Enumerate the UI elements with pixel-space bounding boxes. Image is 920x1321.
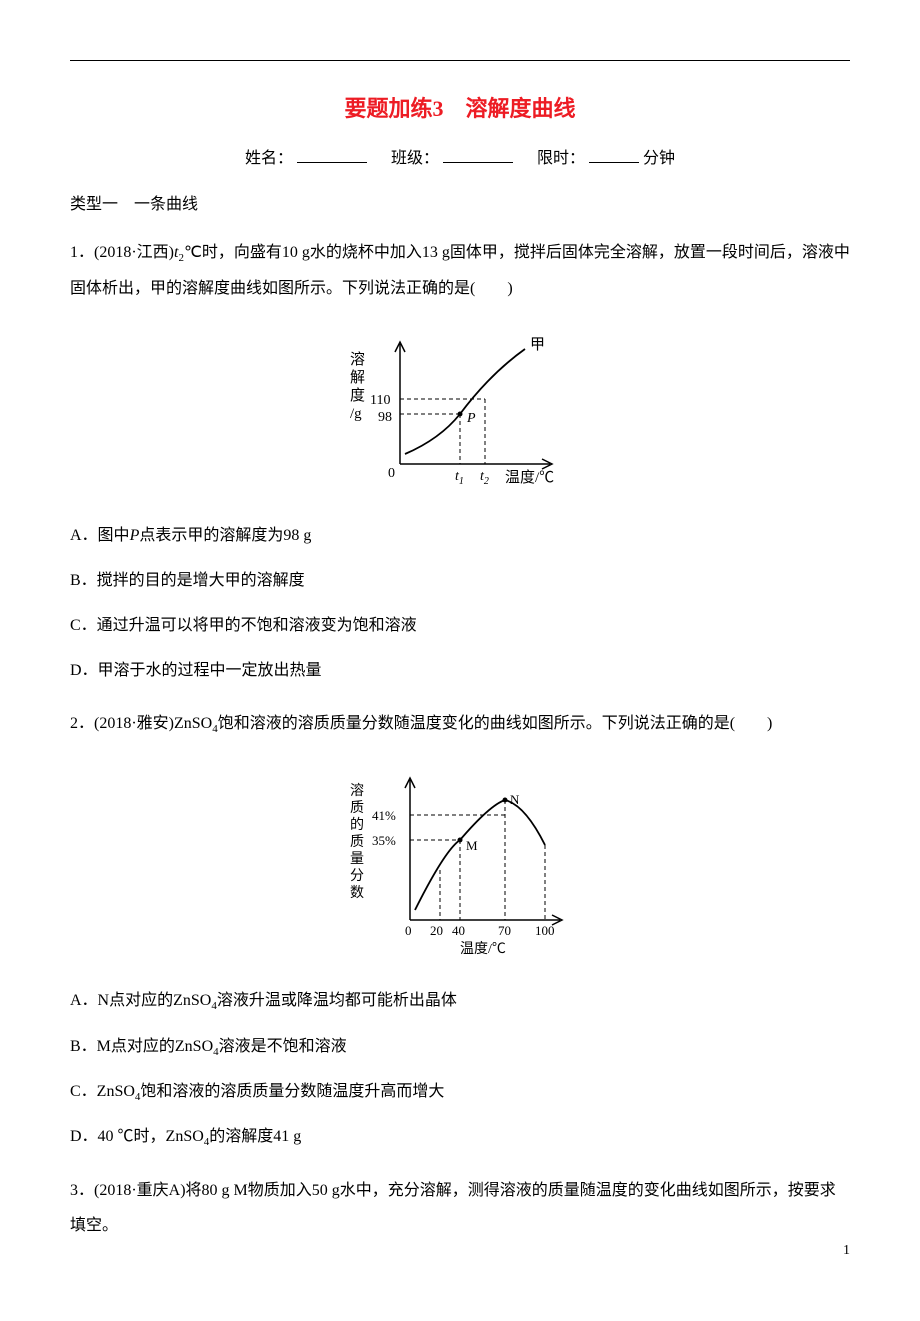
- q2-optD-b: 的溶解度41 g: [209, 1128, 301, 1145]
- q1-ylabel-1: 溶: [350, 351, 365, 368]
- q2-optA-b: 溶液升温或降温均都可能析出晶体: [217, 992, 457, 1009]
- q2-optD: D．40 ℃时，ZnSO4的溶解度41 g: [70, 1119, 850, 1154]
- q2-x100: 100: [535, 923, 555, 938]
- q2-optB: B．M点对应的ZnSO4溶液是不饱和溶液: [70, 1029, 850, 1064]
- q2-yl-5: 量: [350, 851, 364, 867]
- q2-chart: M N 溶 质 的 质 量 分 数 41% 35% 0 20 40 70 100…: [70, 760, 850, 969]
- q1-optD: D．甲溶于水的过程中一定放出热量: [70, 653, 850, 688]
- q1-prefix: 1．(2018·江西): [70, 244, 174, 261]
- q2-yl-1: 溶: [350, 783, 364, 799]
- q1-point-P: P: [466, 411, 476, 426]
- q1-optC: C．通过升温可以将甲的不饱和溶液变为饱和溶液: [70, 608, 850, 643]
- time-label: 限时：: [537, 150, 585, 167]
- time-blank: [589, 162, 639, 163]
- q1-optB: B．搅拌的目的是增大甲的溶解度: [70, 563, 850, 598]
- q2-optA-a: A．N点对应的ZnSO: [70, 992, 211, 1009]
- q1-ytick-98: 98: [378, 410, 392, 425]
- q1-optA-P: P: [130, 527, 140, 544]
- time-unit: 分钟: [643, 150, 675, 167]
- q2-x0: 0: [405, 923, 412, 938]
- q2-ytick-35: 35%: [372, 833, 396, 848]
- q2-x40: 40: [452, 923, 465, 938]
- q1-text: ℃时，向盛有10 g水的烧杯中加入13 g固体甲，搅拌后固体完全溶解，放置一段时…: [70, 244, 850, 296]
- q1-optA: A．图中P点表示甲的溶解度为98 g: [70, 518, 850, 553]
- q2-yl-6: 分: [350, 868, 364, 884]
- q1-xtick-t2: t2: [480, 469, 489, 487]
- page-title: 要题加练3 溶解度曲线: [70, 91, 850, 126]
- q1-optA-rest: 点表示甲的溶解度为98 g: [139, 527, 311, 544]
- q1-curve-label: 甲: [530, 337, 545, 353]
- q2-optC-a: C．ZnSO: [70, 1083, 135, 1100]
- q1-ylabel-3: 度: [350, 387, 365, 404]
- q1-origin: 0: [388, 466, 395, 481]
- q2-ytick-41: 41%: [372, 808, 396, 823]
- q2-yl-4: 质: [350, 834, 364, 850]
- q2-yl-2: 质: [350, 800, 364, 816]
- q1-optA-a: A．图中: [70, 527, 130, 544]
- q2-yl-3: 的: [350, 817, 364, 833]
- q1-ylabel-4: /g: [350, 406, 362, 422]
- q2-prefix: 2．(2018·雅安)ZnSO: [70, 715, 212, 732]
- section-1-header: 类型一 一条曲线: [70, 192, 850, 218]
- q2-xlabel: 温度/℃: [460, 941, 506, 957]
- q2-N: N: [510, 792, 520, 807]
- q2-x70: 70: [498, 923, 511, 938]
- q1-xlabel: 温度/℃: [505, 469, 554, 486]
- q1-ylabel-2: 解: [350, 369, 365, 386]
- q1-ytick-110: 110: [370, 393, 390, 408]
- q2-optB-a: B．M点对应的ZnSO: [70, 1038, 213, 1055]
- header-rule: [70, 60, 850, 61]
- question-3: 3．(2018·重庆A)将80 g M物质加入50 g水中，充分溶解，测得溶液的…: [70, 1173, 850, 1243]
- q2-M: M: [466, 838, 478, 853]
- q2-yl-7: 数: [350, 885, 364, 901]
- form-line: 姓名： 班级： 限时： 分钟: [70, 146, 850, 172]
- q2-text: 饱和溶液的溶质质量分数随温度变化的曲线如图所示。下列说法正确的是( ): [218, 715, 773, 732]
- q2-optC-b: 饱和溶液的溶质质量分数随温度升高而增大: [140, 1083, 444, 1100]
- question-1: 1．(2018·江西)t2℃时，向盛有10 g水的烧杯中加入13 g固体甲，搅拌…: [70, 235, 850, 306]
- name-blank: [297, 162, 367, 163]
- name-label: 姓名：: [245, 150, 293, 167]
- question-2: 2．(2018·雅安)ZnSO4饱和溶液的溶质质量分数随温度变化的曲线如图所示。…: [70, 706, 850, 741]
- page-number: 1: [843, 1240, 850, 1262]
- q2-optB-b: 溶液是不饱和溶液: [219, 1038, 347, 1055]
- q1-chart: P 溶 解 度 /g 110 98 0 t1 t2 温度/℃ 甲: [70, 324, 850, 503]
- q1-xtick-t1: t1: [455, 469, 464, 487]
- q2-optC: C．ZnSO4饱和溶液的溶质质量分数随温度升高而增大: [70, 1074, 850, 1109]
- q2-optD-a: D．40 ℃时，ZnSO: [70, 1128, 204, 1145]
- class-label: 班级：: [391, 150, 439, 167]
- class-blank: [443, 162, 513, 163]
- q2-x20: 20: [430, 923, 443, 938]
- q2-optA: A．N点对应的ZnSO4溶液升温或降温均都可能析出晶体: [70, 983, 850, 1018]
